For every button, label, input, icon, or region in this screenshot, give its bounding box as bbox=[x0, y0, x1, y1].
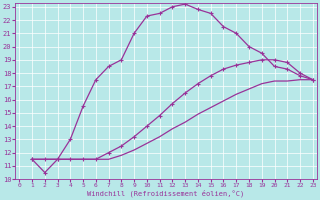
X-axis label: Windchill (Refroidissement éolien,°C): Windchill (Refroidissement éolien,°C) bbox=[87, 190, 245, 197]
